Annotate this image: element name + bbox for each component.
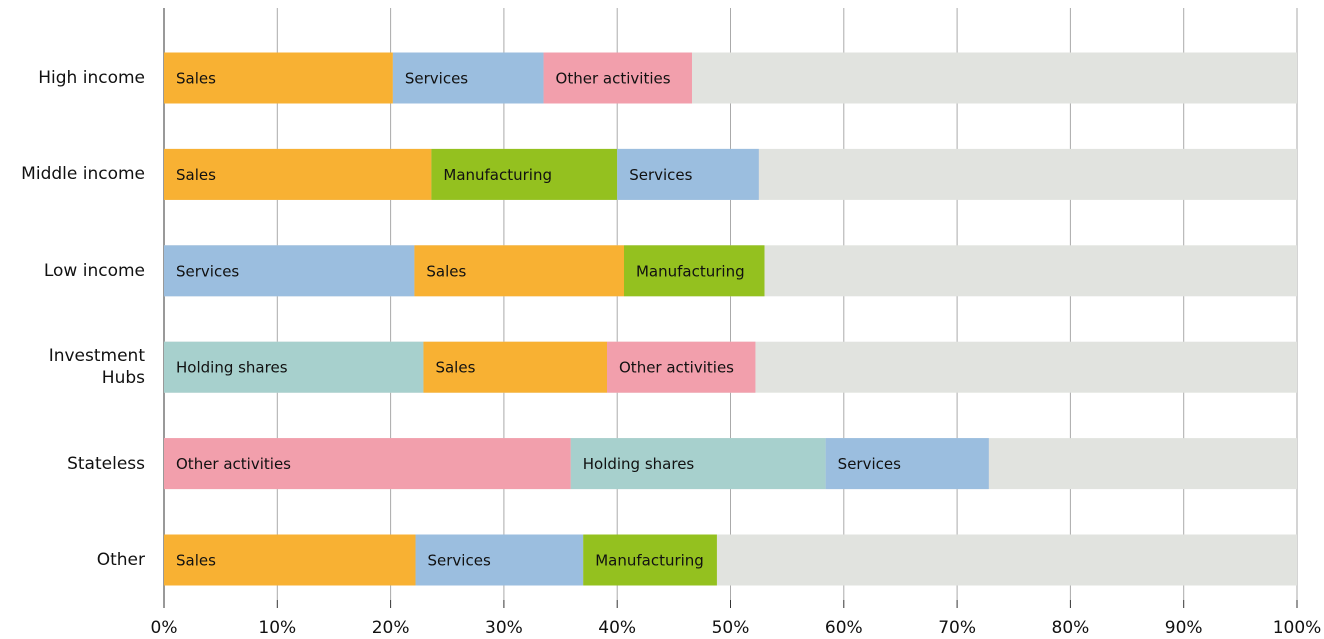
bar-segment (431, 148, 618, 200)
segment-label: Manufacturing (443, 166, 552, 184)
segment-label: Services (428, 552, 491, 570)
x-tick-label: 70% (938, 618, 976, 638)
segment-label: Services (176, 262, 239, 280)
y-tick-label: High income (38, 68, 145, 88)
bar-segment (607, 341, 756, 393)
bar-segment (825, 438, 989, 490)
segment-label: Services (405, 70, 468, 88)
y-tick-label: Other (96, 550, 145, 570)
bar-segment (164, 148, 432, 200)
x-tick-label: 0% (151, 618, 178, 638)
bar-segment (414, 245, 624, 297)
segment-label: Other activities (619, 359, 734, 377)
bar-segment (164, 245, 415, 297)
segment-label: Other activities (176, 455, 291, 473)
bar-segment (543, 52, 692, 104)
bars: Sales Services Other activities Sales Manufa… (164, 52, 1297, 586)
segment-label: Services (629, 166, 692, 184)
segment-label: Services (838, 455, 901, 473)
x-tick-label: 40% (598, 618, 636, 638)
y-tick-label: Middle income (21, 164, 145, 185)
bar-segment (583, 534, 717, 586)
x-tick-label: 60% (825, 618, 863, 638)
bar-segment (623, 245, 765, 297)
y-tick-label: Stateless (67, 453, 145, 474)
segment-label: Sales (435, 359, 475, 377)
y-tick-label: Investment Hubs (48, 346, 145, 389)
segment-label: Sales (176, 552, 216, 570)
bar-segment (415, 534, 584, 586)
segment-label: Holding shares (583, 455, 695, 473)
bar-segment (164, 341, 424, 393)
grid (163, 8, 1298, 600)
bar-segment (164, 438, 571, 490)
y-tick-label: Low income (43, 260, 145, 281)
segment-label: Sales (176, 166, 216, 184)
segment-label: Holding shares (176, 359, 288, 377)
bar-segment (392, 52, 544, 104)
x-tick-label: 80% (1052, 618, 1090, 638)
segment-label: Manufacturing (636, 262, 745, 280)
bar-segment (164, 534, 416, 586)
segment-label: Sales (176, 70, 216, 88)
x-tick-label: 90% (1165, 618, 1203, 638)
x-tick-label: 50% (712, 618, 750, 638)
segment-label: Manufacturing (595, 552, 704, 570)
x-tick-label: 100% (1273, 618, 1322, 638)
x-tick-label: 20% (372, 618, 410, 638)
bar-segment (423, 341, 608, 393)
bar-segment (164, 52, 393, 104)
segment-label: Sales (426, 262, 466, 280)
x-tick-label: 30% (485, 618, 523, 638)
x-tick-label: 10% (258, 618, 296, 638)
bar-segment (617, 148, 759, 200)
bar-segment (570, 438, 826, 490)
segment-label: Other activities (556, 70, 671, 88)
